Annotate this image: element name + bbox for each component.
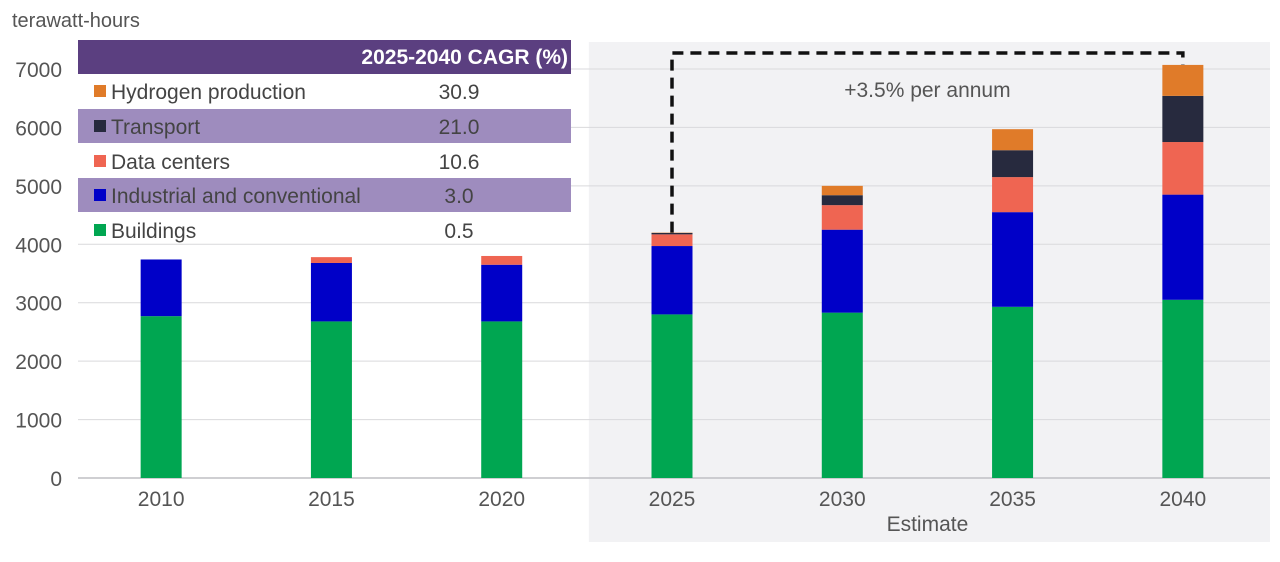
- legend-swatch: [94, 224, 106, 236]
- bar-segment: [1162, 300, 1203, 478]
- legend-label: Buildings: [111, 220, 196, 243]
- bar-segment: [311, 257, 352, 263]
- x-tick-label: 2025: [649, 488, 696, 511]
- annotation-label: +3.5% per annum: [844, 79, 1010, 102]
- y-tick-label: 5000: [15, 176, 62, 199]
- y-tick-label: 3000: [15, 293, 62, 316]
- bar-segment: [141, 259, 182, 316]
- bar-segment: [652, 234, 693, 246]
- legend-value: 21.0: [439, 116, 480, 139]
- bar-segment: [652, 246, 693, 314]
- bar-segment: [822, 186, 863, 195]
- bar-segment: [992, 212, 1033, 307]
- bar-segment: [822, 205, 863, 230]
- bar-segment: [481, 256, 522, 265]
- x-tick-label: 2010: [138, 488, 185, 511]
- bar-segment: [822, 313, 863, 478]
- legend-label: Industrial and conventional: [111, 185, 361, 208]
- bar-segment: [481, 265, 522, 322]
- bar-segment: [992, 307, 1033, 478]
- bar-segment: [652, 233, 693, 234]
- legend-label: Hydrogen production: [111, 81, 306, 104]
- bar-segment: [822, 195, 863, 205]
- bar-segment: [1162, 96, 1203, 142]
- bar-segment: [822, 230, 863, 313]
- bar-segment: [481, 321, 522, 478]
- y-tick-label: 0: [50, 468, 62, 491]
- y-tick-label: 7000: [15, 59, 62, 82]
- y-tick-label: 4000: [15, 234, 62, 257]
- x-tick-label: 2030: [819, 488, 866, 511]
- bar-segment: [992, 129, 1033, 150]
- bar-segment: [141, 316, 182, 478]
- legend-swatch: [94, 189, 106, 201]
- legend-header: 2025-2040 CAGR (%): [361, 46, 568, 69]
- legend-value: 0.5: [444, 220, 473, 243]
- x-tick-label: 2020: [478, 488, 525, 511]
- bar-segment: [992, 150, 1033, 177]
- legend-swatch: [94, 155, 106, 167]
- y-tick-label: 1000: [15, 410, 62, 433]
- bar-segment: [1162, 142, 1203, 195]
- legend-label: Data centers: [111, 151, 230, 174]
- y-tick-label: 2000: [15, 351, 62, 374]
- bar-segment: [652, 314, 693, 478]
- legend-swatch: [94, 85, 106, 97]
- y-axis-title: terawatt-hours: [12, 10, 140, 32]
- x-tick-label: 2035: [989, 488, 1036, 511]
- legend-value: 30.9: [439, 81, 480, 104]
- bar-segment: [311, 321, 352, 478]
- legend-label: Transport: [111, 116, 200, 139]
- bar-segment: [1162, 195, 1203, 300]
- bar-segment: [311, 263, 352, 321]
- x-tick-label: 2040: [1159, 488, 1206, 511]
- bar-segment: [1162, 65, 1203, 96]
- estimate-label: Estimate: [887, 513, 969, 536]
- y-tick-label: 6000: [15, 117, 62, 140]
- legend-value: 10.6: [439, 151, 480, 174]
- legend-swatch: [94, 120, 106, 132]
- bar-segment: [992, 177, 1033, 212]
- x-tick-label: 2015: [308, 488, 355, 511]
- legend-value: 3.0: [444, 185, 473, 208]
